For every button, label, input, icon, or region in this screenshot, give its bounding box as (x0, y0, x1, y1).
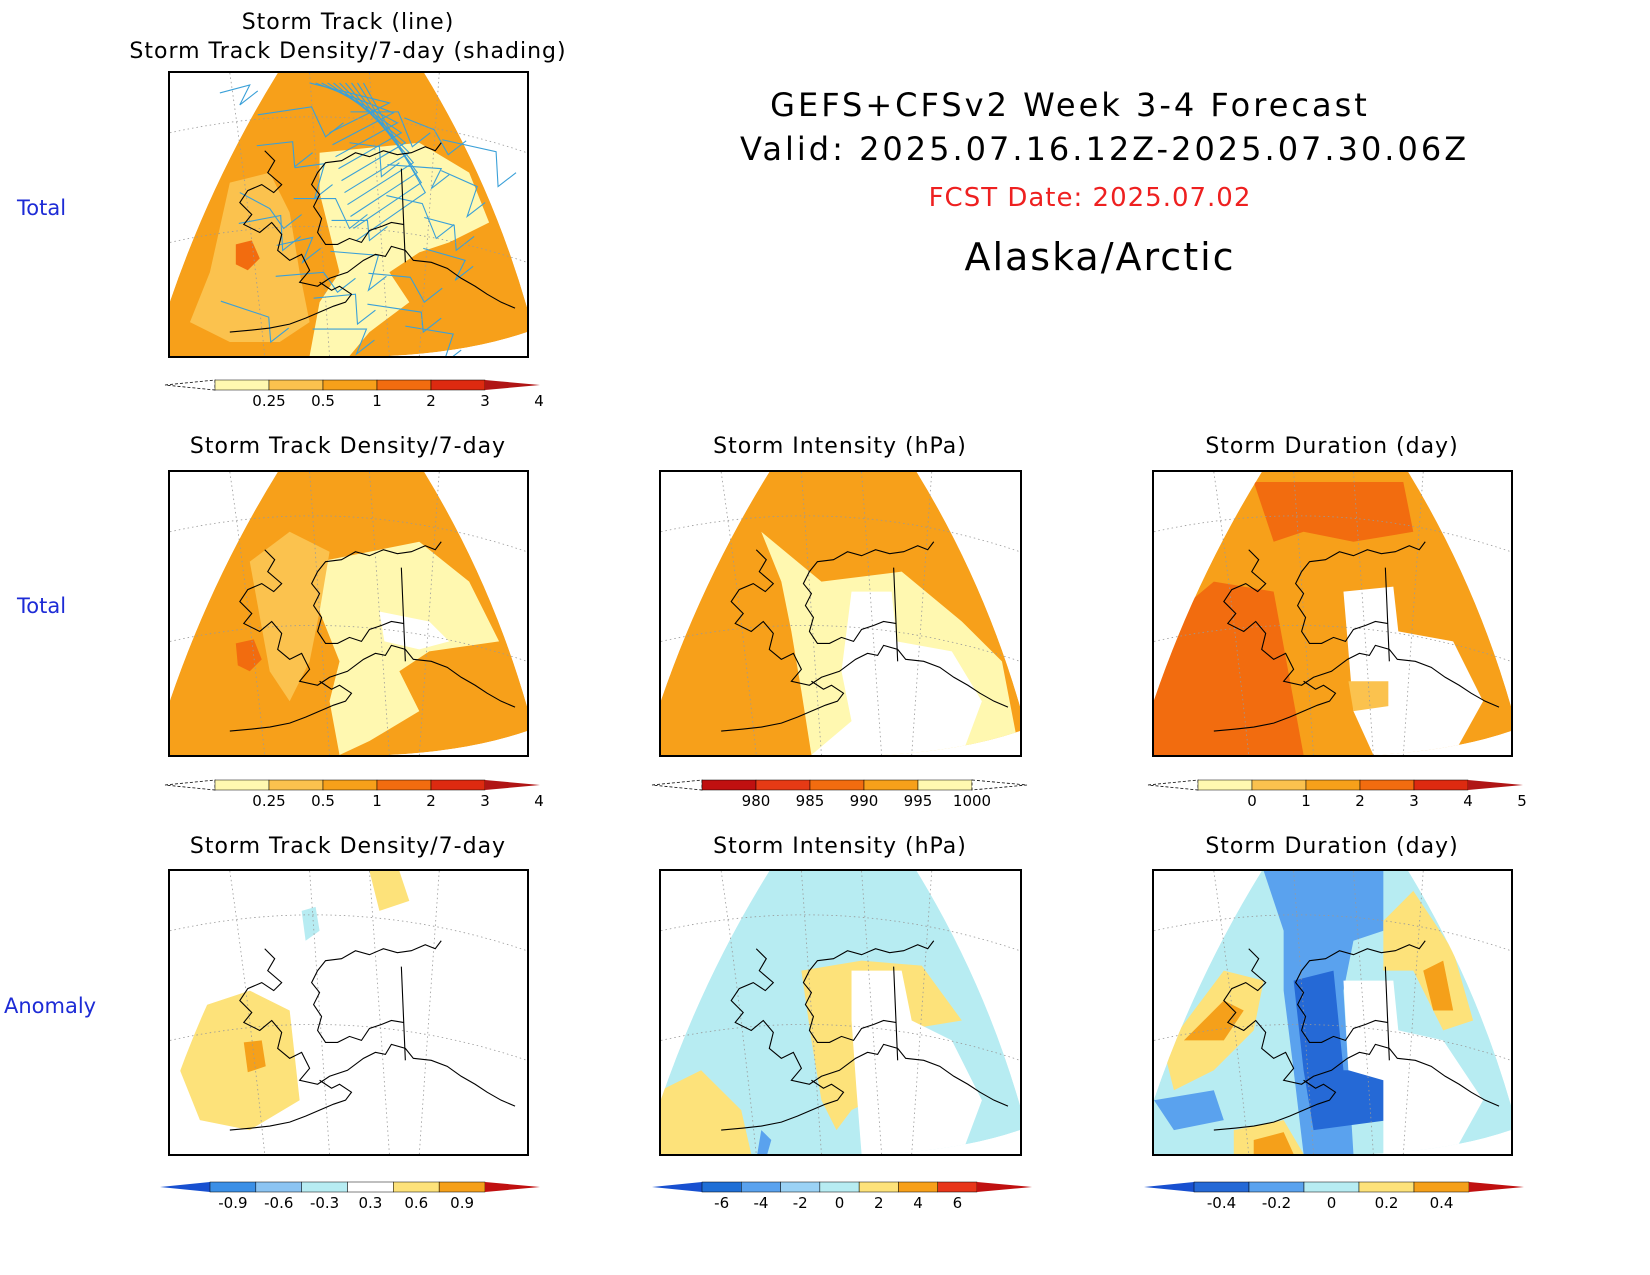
panel-title-storm-track: Storm Track (line) (241, 10, 455, 35)
colorbar-density: 0.25 0.5 1 2 3 4 (164, 778, 544, 812)
colorbar-tick-label: -0.4 (1206, 1194, 1237, 1212)
colorbar-tick-label: 2 (426, 792, 436, 810)
colorbar-tick-label: 3 (480, 392, 490, 410)
colorbar-duration: 0 1 2 3 4 5 (1147, 778, 1527, 812)
panel-title-intensity-total: Storm Intensity (hPa) (713, 434, 967, 459)
row-label-total-1: Total (17, 196, 67, 220)
colorbar-tick-label: 1 (372, 792, 382, 810)
colorbar-tick-label: 2 (1355, 792, 1365, 810)
colorbar-tick-label: 985 (795, 792, 825, 810)
region-name: Alaska/Arctic (964, 235, 1236, 279)
colorbar-tick-label: 2 (874, 1194, 884, 1212)
row-label-anomaly: Anomaly (4, 994, 97, 1018)
colorbar-density-anomaly: -0.9 -0.6 -0.3 0.3 0.6 0.9 (160, 1180, 540, 1214)
panel-subtitle-density-shading: Storm Track Density/7-day (shading) (129, 39, 567, 64)
colorbar-tick-label: -0.3 (309, 1194, 340, 1212)
colorbar-tick-label: 1000 (952, 792, 992, 810)
colorbar-tick-label: -4 (753, 1194, 769, 1212)
map-density-anomaly (168, 869, 529, 1156)
colorbar-tick-label: 4 (534, 792, 544, 810)
colorbar-tick-label: -0.9 (218, 1194, 248, 1212)
colorbar-tick-label: 0.4 (1429, 1194, 1454, 1212)
colorbar-tick-label: 990 (849, 792, 879, 810)
panel-title-density-anomaly: Storm Track Density/7-day (189, 834, 507, 859)
map-intensity-total (659, 470, 1022, 757)
colorbar-tick-label: 5 (1517, 792, 1527, 810)
map-density-total (168, 470, 529, 757)
colorbar-tick-label: 4 (1463, 792, 1473, 810)
map-duration-total (1152, 470, 1513, 757)
colorbar-tick-label: 0 (1247, 792, 1257, 810)
panel-title-density-total: Storm Track Density/7-day (189, 434, 507, 459)
panel-title-duration-total: Storm Duration (day) (1205, 434, 1459, 459)
colorbar-tick-label: 1 (372, 392, 382, 410)
forecast-date: FCST Date: 2025.07.02 (928, 183, 1252, 213)
valid-period: Valid: 2025.07.16.12Z-2025.07.30.06Z (740, 130, 1470, 168)
panel-title-duration-anomaly: Storm Duration (day) (1205, 834, 1459, 859)
colorbar-tick-label: 0.5 (311, 392, 335, 410)
colorbar-tick-label: -0.6 (264, 1194, 294, 1212)
colorbar-tick-label: 2 (426, 392, 436, 410)
colorbar-tick-label: 4 (534, 392, 544, 410)
colorbar-tick-label: 1 (1301, 792, 1311, 810)
row-label-total-2: Total (17, 594, 67, 618)
colorbar-intensity-anomaly: -6 -4 -2 0 2 4 6 (652, 1180, 1032, 1214)
colorbar-density-top: 0.25 0.5 1 2 3 4 (164, 378, 544, 412)
colorbar-tick-label: 980 (741, 792, 771, 810)
forecast-title: GEFS+CFSv2 Week 3-4 Forecast (770, 86, 1370, 124)
colorbar-duration-anomaly: -0.4 -0.2 0 0.2 0.4 (1144, 1180, 1524, 1214)
colorbar-tick-label: 3 (480, 792, 490, 810)
colorbar-tick-label: 0.25 (252, 792, 286, 810)
colorbar-tick-label: 0.5 (311, 792, 335, 810)
colorbar-tick-label: 3 (1409, 792, 1419, 810)
colorbar-tick-label: 0.25 (252, 392, 286, 410)
colorbar-tick-label: 4 (913, 1194, 923, 1212)
colorbar-tick-label: 0 (1326, 1194, 1337, 1212)
colorbar-intensity: 980 985 990 995 1000 (651, 778, 1028, 812)
colorbar-tick-label: 6 (952, 1194, 963, 1212)
panel-title-intensity-anomaly: Storm Intensity (hPa) (713, 834, 967, 859)
colorbar-tick-label: -2 (792, 1194, 808, 1212)
colorbar-tick-label: -6 (714, 1194, 730, 1212)
map-intensity-anomaly (659, 869, 1022, 1156)
colorbar-tick-label: 995 (903, 792, 933, 810)
map-duration-anomaly (1152, 869, 1513, 1156)
colorbar-tick-label: 0.9 (450, 1194, 475, 1212)
colorbar-tick-label: -0.2 (1261, 1194, 1292, 1212)
map-storm-track-total (168, 71, 529, 358)
colorbar-tick-label: 0.6 (404, 1194, 429, 1212)
colorbar-tick-label: 0.2 (1374, 1194, 1399, 1212)
colorbar-tick-label: 0.3 (358, 1194, 383, 1212)
colorbar-tick-label: 0 (834, 1194, 845, 1212)
